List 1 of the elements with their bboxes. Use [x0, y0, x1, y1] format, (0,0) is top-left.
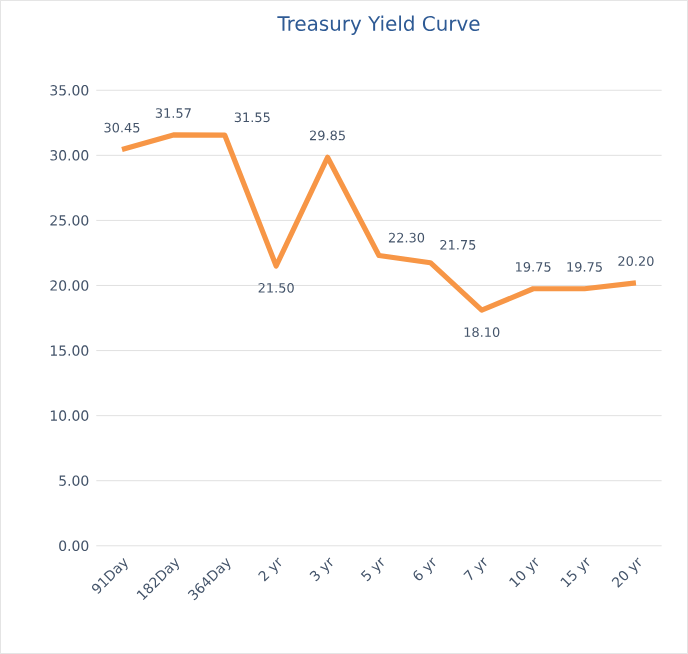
chart-title: Treasury Yield Curve — [277, 15, 480, 35]
